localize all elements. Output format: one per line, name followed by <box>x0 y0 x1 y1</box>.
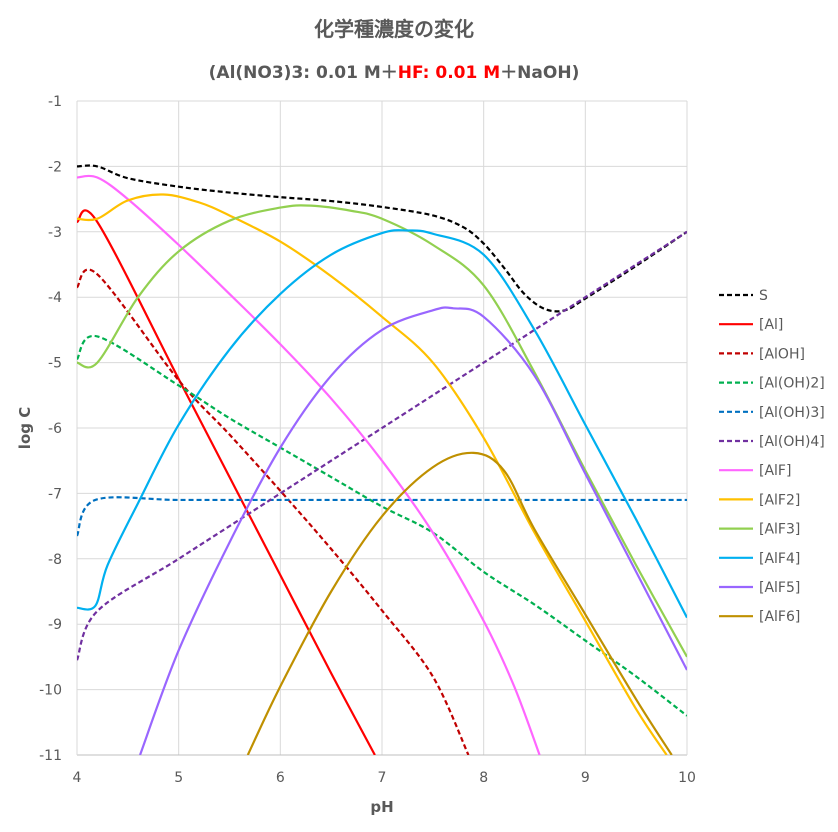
chart-subtitle-part2: HF: 0.01 M <box>398 63 500 83</box>
x-tick-label: 10 <box>678 770 696 786</box>
x-tick-label: 9 <box>581 770 590 786</box>
y-tick-label: -5 <box>48 356 62 372</box>
legend-label-aloh3: [Al(OH)3] <box>759 405 825 421</box>
y-tick-labels: -1 -2 -3 -4 -5 -6 -7 -8 -9 -10 -11 <box>39 94 62 764</box>
series-line-aloh <box>77 268 470 755</box>
x-tick-label: 4 <box>73 770 82 786</box>
series-line-alf <box>77 174 541 755</box>
chart-subtitle-part3: ＋NaOH) <box>500 63 579 83</box>
legend-label-alf4: [AlF4] <box>759 551 800 567</box>
legend: S [Al] [AlOH] [Al(OH)2] [Al(OH)3] [Al(OH)4] [A… <box>719 288 825 625</box>
legend-label-aloh: [AlOH] <box>759 346 805 362</box>
y-tick-label: -1 <box>48 94 62 110</box>
chart-subtitle-part1: (Al(NO3)3: 0.01 M＋ <box>209 63 398 83</box>
x-tick-label: 7 <box>378 770 387 786</box>
legend-label-al: [Al] <box>759 317 783 333</box>
series-line-alf4 <box>77 229 687 619</box>
legend-label-alf2: [AlF2] <box>759 492 800 508</box>
y-tick-label: -11 <box>39 748 62 764</box>
y-axis-label: log C <box>16 407 34 449</box>
legend-label-alf5: [AlF5] <box>759 580 800 596</box>
x-axis-label: pH <box>370 798 393 816</box>
series-line-alf2 <box>77 193 668 755</box>
series-layer <box>77 164 687 755</box>
x-tick-label: 5 <box>174 770 183 786</box>
gridlines <box>77 100 687 755</box>
y-tick-label: -3 <box>48 225 62 241</box>
series-line-al <box>77 209 376 755</box>
x-tick-labels: 4 5 6 7 8 9 10 <box>73 770 696 786</box>
y-tick-label: -7 <box>48 486 62 502</box>
series-line-aloh4 <box>77 230 687 661</box>
y-tick-label: -6 <box>48 421 62 437</box>
legend-label-alf6: [AlF6] <box>759 609 800 625</box>
y-tick-label: -4 <box>48 290 62 306</box>
y-tick-label: -10 <box>39 683 62 699</box>
legend-label-alf: [AlF] <box>759 463 791 479</box>
legend-label-alf3: [AlF3] <box>759 522 800 538</box>
plot-area <box>76 101 688 756</box>
x-tick-label: 6 <box>276 770 285 786</box>
series-line-alf5 <box>138 306 687 755</box>
chart-subtitle: (Al(NO3)3: 0.01 M＋HF: 0.01 M＋NaOH) <box>209 63 580 83</box>
legend-label-aloh2: [Al(OH)2] <box>759 376 825 392</box>
x-tick-label: 8 <box>479 770 488 786</box>
series-line-alf3 <box>77 204 687 658</box>
legend-label-s: S <box>759 288 768 304</box>
legend-label-aloh4: [Al(OH)4] <box>759 434 825 450</box>
series-line-aloh2 <box>77 334 687 717</box>
y-tick-label: -2 <box>48 159 62 175</box>
series-line-alf6 <box>246 451 673 755</box>
y-tick-label: -8 <box>48 552 62 568</box>
chart-title: 化学種濃度の変化 <box>314 17 474 41</box>
series-line-aloh3 <box>77 496 687 537</box>
y-tick-label: -9 <box>48 617 62 633</box>
